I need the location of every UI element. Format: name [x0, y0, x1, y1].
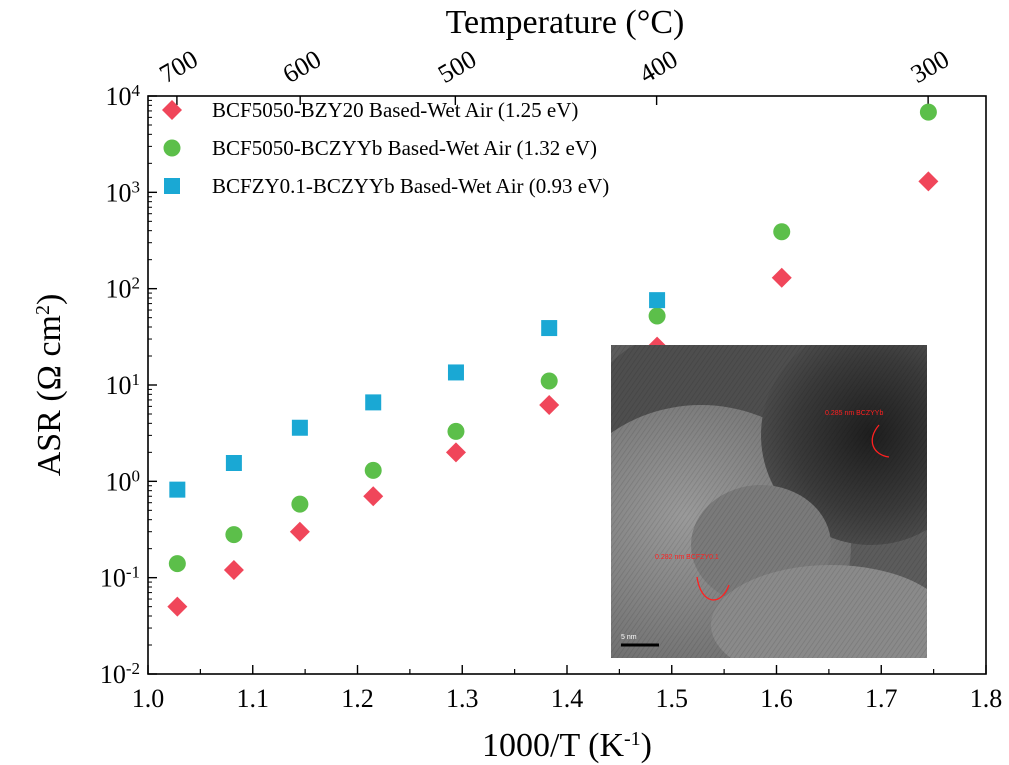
y-tick-label: 103: [106, 177, 141, 208]
series-3-point: [291, 419, 308, 436]
series-3-point: [649, 292, 666, 309]
y-axis-title: ASR (Ω cm2): [31, 294, 68, 477]
series-1-point: [445, 442, 466, 463]
series-1-point: [289, 521, 310, 542]
top-tick-label: 500: [433, 44, 481, 89]
x-tick-label: 1.3: [446, 684, 479, 713]
x-axis-title: 1000/T (K-1): [482, 727, 652, 764]
inset-arrow-upper: [871, 424, 890, 458]
series-2-point: [773, 223, 791, 241]
x-tick-label: 1.4: [551, 684, 584, 713]
x-tick-label: 1.1: [237, 684, 270, 713]
top-tick-label: 300: [906, 44, 954, 89]
series-2-point: [225, 526, 243, 544]
legend-marker-3: [164, 178, 180, 194]
y-tick-label: 104: [106, 81, 141, 112]
legend: BCF5050-BZY20 Based-Wet Air (1.25 eV) BCF…: [162, 98, 609, 198]
series-1-point: [539, 394, 560, 415]
series-3-point: [447, 364, 464, 381]
series-2-point: [168, 555, 186, 573]
x-tick-label: 1.7: [865, 684, 898, 713]
top-axis-title: Temperature (°C): [446, 4, 685, 41]
legend-label-3: BCFZY0.1-BCZYYb Based-Wet Air (0.93 eV): [212, 174, 609, 198]
legend-label-2: BCF5050-BCZYYb Based-Wet Air (1.32 eV): [212, 136, 597, 160]
series-2-point: [919, 103, 937, 121]
x-tick-label: 1.0: [132, 684, 165, 713]
y-tick-label: 101: [106, 370, 141, 401]
x-tick-label: 1.8: [970, 684, 1003, 713]
y-tick-label: 102: [106, 273, 141, 304]
inset-arrow-lower: [696, 576, 730, 601]
series-1-point: [223, 560, 244, 581]
series-1-point: [918, 171, 939, 192]
legend-marker-1: [162, 100, 182, 120]
series-3-point: [225, 454, 242, 471]
series-1-point: [167, 596, 188, 617]
series-2-point: [540, 372, 558, 390]
top-tick-label: 700: [155, 44, 203, 89]
y-tick-label: 10-1: [100, 562, 140, 593]
y-tick-label: 10-2: [100, 659, 140, 690]
series-2-point: [648, 307, 666, 325]
series-2-point: [364, 461, 382, 479]
tem-inset-image: 0.285 nm BCZYYb 0.282 nm BCFZY0.1 5 nm: [611, 345, 927, 658]
scale-bar-label: 5 nm: [621, 634, 637, 641]
y-tick-label: 100: [106, 466, 141, 497]
x-tick-label: 1.5: [656, 684, 689, 713]
top-tick-label: 400: [634, 44, 682, 89]
inset-annotation-upper: 0.285 nm BCZYYb: [825, 410, 883, 417]
axis-ticks: [147, 95, 987, 675]
x-tick-label: 1.6: [760, 684, 793, 713]
x-tick-label: 1.2: [341, 684, 374, 713]
series-1-point: [363, 486, 384, 507]
series-2-point: [447, 422, 465, 440]
legend-marker-2: [163, 139, 181, 157]
series-2-point: [291, 495, 309, 513]
series-3-point: [169, 481, 186, 498]
series-3-point: [365, 394, 382, 411]
top-tick-label: 600: [278, 44, 326, 89]
series-1-point: [771, 267, 792, 288]
inset-annotation-lower: 0.282 nm BCFZY0.1: [655, 554, 719, 561]
legend-label-1: BCF5050-BZY20 Based-Wet Air (1.25 eV): [212, 98, 578, 122]
series-3-point: [541, 320, 558, 337]
